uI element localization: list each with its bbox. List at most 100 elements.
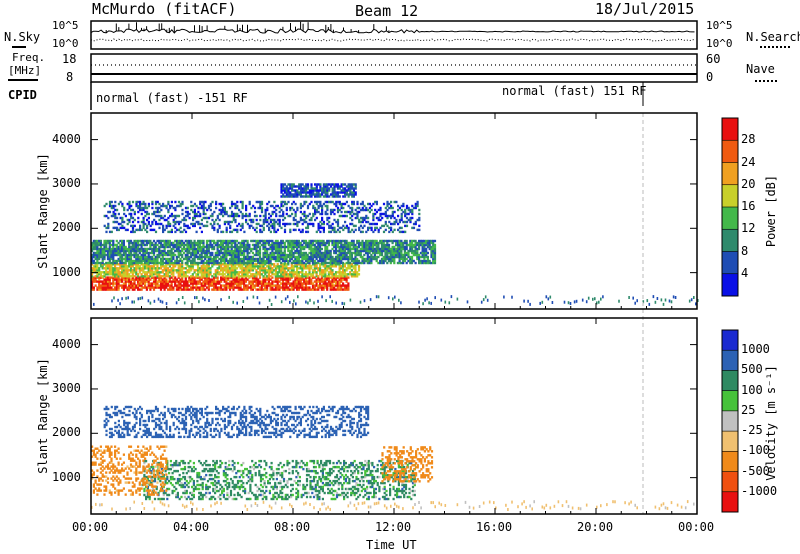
heatmap-cell (91, 259, 94, 263)
heatmap-cell (105, 288, 108, 291)
heatmap-cell (379, 206, 382, 210)
heatmap-cell (204, 275, 207, 278)
heatmap-cell (331, 276, 334, 279)
heatmap-cell (121, 263, 124, 266)
heatmap-cell (205, 243, 209, 247)
heatmap-cell (273, 251, 276, 255)
heatmap-cell (140, 282, 143, 285)
heatmap-cell (230, 286, 233, 289)
heatmap-cell (241, 278, 244, 281)
heatmap-cell (122, 278, 125, 281)
heatmap-cell (424, 298, 426, 302)
heatmap-cell (158, 239, 161, 243)
heatmap-cell (412, 245, 415, 249)
heatmap-cell (334, 276, 338, 279)
heatmap-cell (395, 255, 398, 259)
heatmap-cell (285, 284, 288, 287)
heatmap-cell (98, 267, 101, 270)
heatmap-cell (351, 195, 354, 198)
heatmap-cell (230, 220, 234, 224)
heatmap-cell (366, 241, 369, 245)
heatmap-cell (258, 245, 262, 249)
heatmap-cell (186, 247, 189, 251)
heatmap-cell (299, 245, 302, 249)
heatmap-cell (172, 261, 175, 265)
heatmap-cell (343, 247, 346, 251)
heatmap-cell (238, 222, 241, 226)
heatmap-cell (99, 255, 102, 259)
heatmap-cell (299, 204, 302, 208)
heatmap-cell (152, 280, 156, 283)
heatmap-cell (234, 220, 237, 224)
heatmap-cell (269, 259, 272, 263)
heatmap-cell (165, 284, 168, 287)
heatmap-cell (175, 286, 178, 289)
heatmap-cell (306, 280, 309, 283)
heatmap-cell (230, 251, 233, 255)
heatmap-cell (216, 261, 219, 265)
heatmap-cell (106, 288, 110, 291)
heatmap-cell (169, 222, 172, 226)
heatmap-cell (140, 267, 143, 270)
heatmap-cell (356, 263, 359, 266)
heatmap-cell (342, 278, 345, 281)
heatmap-cell (145, 288, 148, 291)
heatmap-cell (128, 261, 131, 265)
heatmap-cell (206, 220, 209, 224)
heatmap-cell (282, 193, 285, 196)
heatmap-cell (334, 282, 338, 285)
heatmap-cell (375, 202, 378, 206)
heatmap-cell (121, 202, 124, 206)
heatmap-cell (251, 251, 254, 255)
heatmap-cell (292, 261, 295, 265)
heatmap-cell (342, 189, 345, 192)
heatmap-cell (128, 202, 131, 206)
heatmap-cell (244, 273, 247, 276)
heatmap-cell (197, 257, 200, 261)
heatmap-cell (105, 265, 108, 268)
heatmap-cell (274, 286, 277, 289)
heatmap-cell (188, 284, 191, 287)
heatmap-cell (321, 216, 324, 220)
heatmap-cell (108, 263, 111, 266)
heatmap-cell (183, 224, 186, 228)
heatmap-cell (200, 241, 203, 245)
heatmap-cell (269, 243, 272, 247)
heatmap-cell (119, 245, 122, 249)
heatmap-cell (335, 204, 338, 208)
heatmap-cell (340, 273, 343, 276)
heatmap-cell (268, 228, 271, 232)
heatmap-cell (133, 224, 136, 228)
heatmap-cell (122, 245, 125, 249)
heatmap-cell (131, 259, 134, 263)
heatmap-cell (345, 224, 348, 228)
heatmap-cell (142, 243, 145, 247)
heatmap-cell (260, 261, 263, 265)
heatmap-cell (356, 271, 359, 274)
heatmap-cell (251, 261, 254, 265)
heatmap-cell (386, 202, 389, 206)
heatmap-cell (274, 269, 277, 272)
heatmap-cell (181, 267, 184, 270)
heatmap-cell (190, 222, 193, 226)
heatmap-cell (163, 275, 166, 278)
heatmap-cell (147, 278, 150, 281)
heatmap-cell (193, 251, 196, 255)
heatmap-cell (145, 265, 148, 268)
heatmap-cell (283, 275, 286, 278)
heatmap-cell (317, 261, 320, 265)
heatmap-cell (237, 280, 240, 283)
heatmap-cell (133, 218, 136, 222)
heatmap-cell (304, 239, 308, 243)
heatmap-cell (128, 212, 131, 216)
heatmap-cell (354, 269, 357, 272)
heatmap-cell (165, 204, 168, 208)
heatmap-cell (335, 191, 338, 194)
heatmap-cell (174, 249, 177, 253)
heatmap-cell (382, 245, 385, 249)
heatmap-cell (146, 206, 149, 210)
heatmap-cell (389, 249, 392, 253)
heatmap-cell (193, 271, 196, 274)
heatmap-cell (372, 218, 375, 222)
heatmap-cell (310, 280, 313, 283)
